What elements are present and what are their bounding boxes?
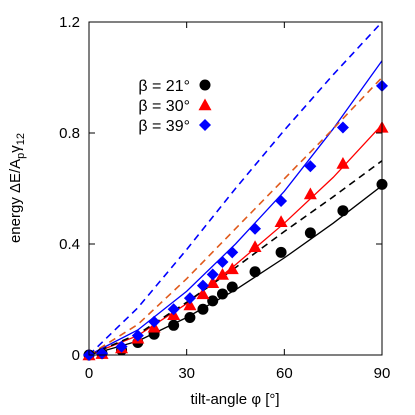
data-point-diamond	[167, 303, 180, 316]
data-point-circle	[337, 205, 349, 217]
y-axis-label-main: energy ΔE/A	[7, 159, 24, 243]
data-point-triangle	[183, 298, 197, 311]
y-tick-label: 0	[72, 347, 80, 364]
data-point-diamond	[206, 268, 219, 281]
data-point-triangle	[196, 287, 210, 300]
data-point-triangle	[225, 262, 239, 275]
x-tick-label: 90	[374, 365, 391, 382]
dashed-fit-line	[88, 21, 383, 356]
fit-lines	[88, 21, 383, 356]
solid-fit-line	[88, 60, 383, 356]
data-point-circle	[275, 246, 287, 258]
data-point-diamond	[115, 340, 128, 353]
x-tick-label: 0	[85, 365, 93, 382]
legend-label: β = 30°	[138, 98, 190, 115]
legend-marker-triangle	[198, 98, 212, 111]
legend-marker-circle	[199, 79, 211, 91]
solid-fit-line	[88, 124, 383, 356]
data-point-triangle	[206, 276, 220, 289]
data-point-triangle	[274, 215, 288, 227]
data-point-circle	[216, 288, 228, 300]
data-point-circle	[207, 295, 219, 307]
data-point-triangle	[303, 187, 317, 200]
data-point-diamond	[148, 315, 161, 328]
data-point-diamond	[96, 347, 109, 360]
y-tick-label: 0.4	[59, 236, 80, 253]
data-point-diamond	[226, 246, 239, 259]
data-point-diamond	[275, 194, 288, 207]
data-point-circle	[184, 312, 196, 324]
dashed-fit-line	[88, 76, 383, 356]
data-point-circle	[226, 281, 238, 293]
legend: β = 21° β = 30° β = 39°	[138, 78, 212, 135]
x-tick-label: 30	[178, 365, 195, 382]
dashed-fit-line	[88, 160, 383, 356]
axis-ticks: 0 30 60 90 0 0.4 0.8 1.2	[59, 14, 390, 382]
data-point-diamond	[131, 329, 144, 342]
plot-frame	[88, 21, 383, 356]
legend-label: β = 39°	[138, 118, 190, 135]
data-point-circle	[168, 319, 180, 331]
data-point-circle	[249, 266, 261, 278]
legend-label: β = 21°	[138, 78, 190, 95]
data-point-triangle	[336, 157, 350, 169]
data-point-diamond	[336, 121, 349, 134]
y-axis-label: energy ΔE/Apγ12	[7, 133, 27, 243]
data-point-diamond	[216, 256, 229, 269]
data-point-triangle	[215, 268, 229, 280]
y-tick-label: 0.8	[59, 125, 80, 142]
data-point-diamond	[304, 160, 317, 173]
data-point-circle	[197, 303, 209, 315]
y-axis-label-sub2: 12	[15, 133, 27, 145]
data-point-diamond	[183, 292, 196, 305]
y-tick-label: 1.2	[59, 14, 80, 31]
y-axis-label-gamma: γ	[7, 145, 24, 153]
data-point-circle	[304, 227, 316, 239]
x-axis-label: tilt-angle φ [°]	[190, 391, 279, 408]
data-point-triangle	[248, 240, 262, 252]
y-axis-label-sub1: p	[15, 153, 27, 159]
data-point-diamond	[249, 222, 262, 235]
data-point-diamond	[196, 279, 209, 292]
x-tick-label: 60	[276, 365, 293, 382]
legend-marker-diamond	[199, 119, 211, 131]
data-points	[82, 79, 389, 361]
